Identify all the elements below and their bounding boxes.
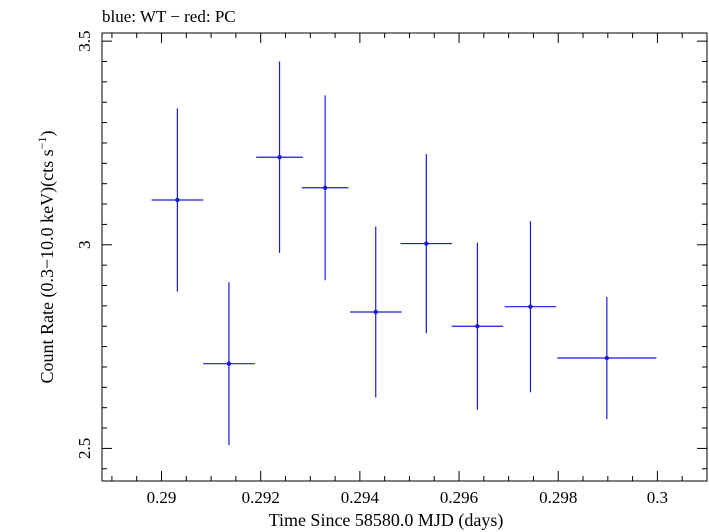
y-axis: 2.5 3 3.5 (75, 31, 707, 469)
point-marker (277, 155, 281, 159)
data-point (452, 243, 504, 410)
series-layer (152, 62, 657, 446)
plot-frame (102, 33, 707, 481)
data-point (557, 297, 656, 419)
data-point (350, 226, 402, 397)
y-tick-label: 3 (75, 241, 94, 250)
x-tick-label: 0.3 (647, 488, 668, 507)
point-marker (424, 241, 428, 245)
data-point (401, 154, 453, 333)
point-marker (605, 356, 609, 360)
data-point (203, 282, 255, 445)
data-point (505, 221, 557, 392)
point-marker (374, 310, 378, 314)
y-tick-label: 3.5 (75, 31, 94, 52)
data-point (256, 62, 303, 253)
y-axis-title: Count Rate (0.3−10.0 keV)(cts s−1) (35, 131, 58, 384)
data-point (302, 95, 349, 280)
point-marker (175, 198, 179, 202)
x-tick-label: 0.29 (147, 488, 177, 507)
x-axis-title: Time Since 58580.0 MJD (days) (269, 510, 504, 531)
point-marker (227, 362, 231, 366)
x-axis: 0.29 0.292 0.294 0.296 0.298 0.3 (112, 33, 707, 507)
x-tick-label: 0.294 (341, 488, 380, 507)
x-tick-label: 0.292 (242, 488, 280, 507)
x-tick-label: 0.298 (539, 488, 577, 507)
y-tick-label: 2.5 (75, 438, 94, 459)
y-axis-title-sup: −1 (35, 137, 49, 150)
y-axis-title-tail: ) (37, 131, 58, 137)
chart-title: blue: WT − red: PC (102, 7, 236, 26)
y-axis-title-main: Count Rate (0.3−10.0 keV)(cts s (37, 149, 58, 383)
point-marker (323, 186, 327, 190)
light-curve-chart: blue: WT − red: PC 0.290.2920.2940.2960.… (0, 0, 709, 532)
point-marker (528, 304, 532, 308)
data-point (152, 108, 204, 291)
point-marker (475, 324, 479, 328)
x-tick-label: 0.296 (440, 488, 478, 507)
